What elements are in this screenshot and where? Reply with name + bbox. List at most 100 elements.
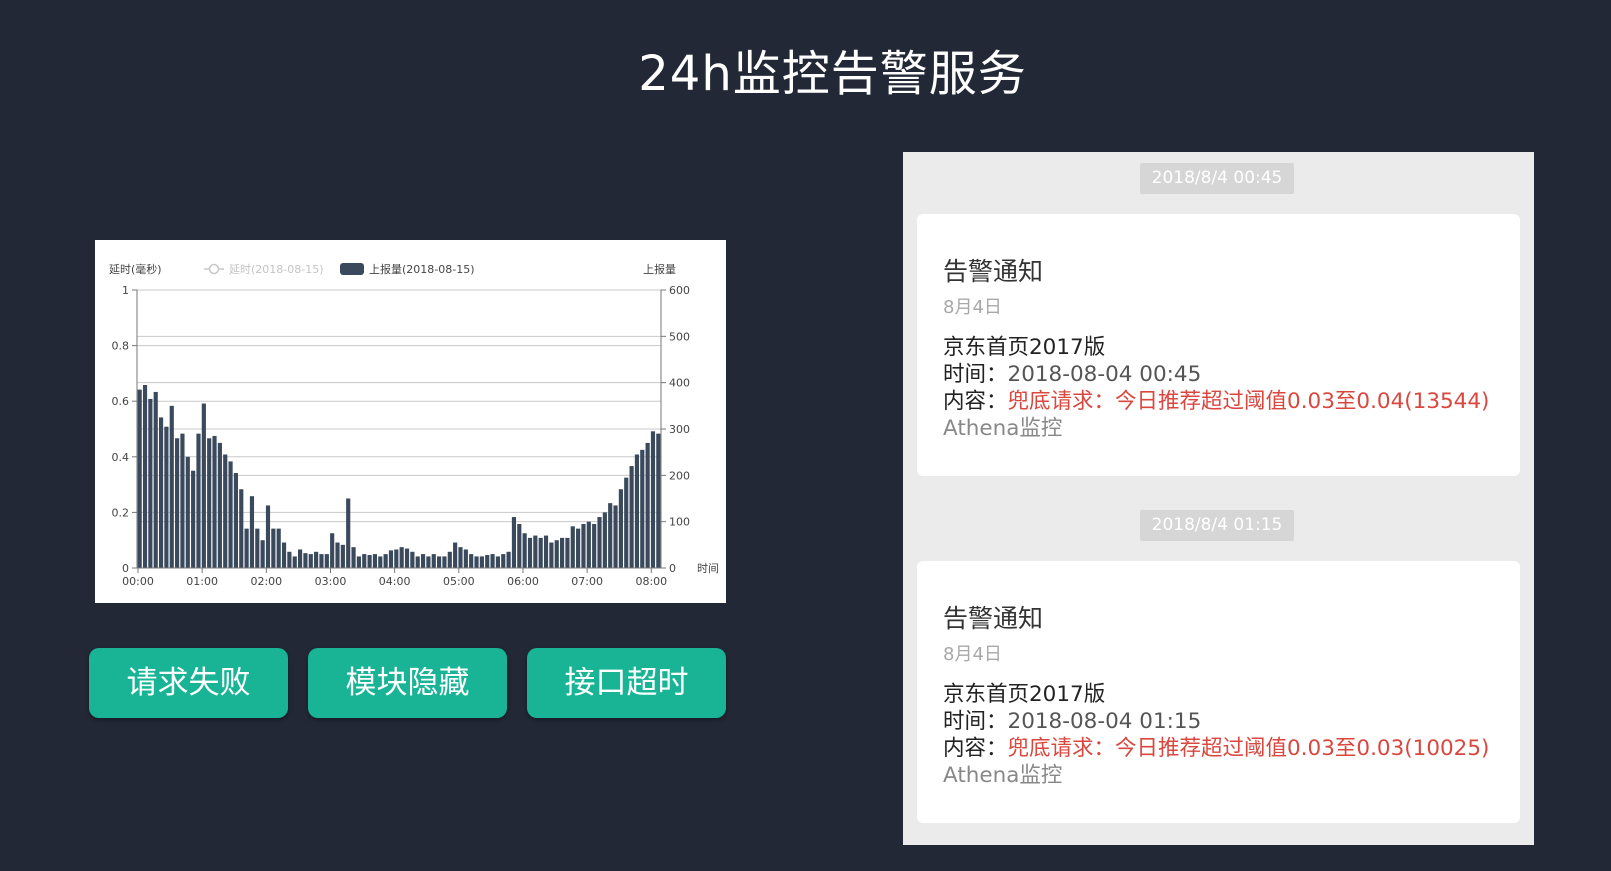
report-bar[interactable] [196,433,201,568]
report-bar[interactable] [142,384,148,568]
report-bar[interactable] [303,553,308,568]
report-bar[interactable] [260,540,265,568]
report-bar[interactable] [538,537,543,568]
report-bar[interactable] [442,556,447,568]
report-bar[interactable] [378,556,383,568]
report-bar[interactable] [297,549,303,568]
legend-reports[interactable]: 上报量(2018-08-15) [340,262,475,276]
report-bar[interactable] [618,489,623,568]
report-bar[interactable] [383,554,388,568]
alert-message-card[interactable]: 告警通知 8月4日 京东首页2017版 时间：2018-08-04 01:15 … [917,561,1520,823]
report-bar[interactable] [640,449,645,568]
report-bar[interactable] [255,528,260,568]
report-bar[interactable] [581,523,586,568]
report-bar[interactable] [394,549,399,568]
report-bar[interactable] [164,426,169,568]
report-bar[interactable] [276,528,281,568]
report-bar[interactable] [158,417,164,568]
report-bar[interactable] [201,403,206,568]
report-bar[interactable] [559,537,565,568]
report-bar[interactable] [592,523,597,568]
request-failed-button[interactable]: 请求失败 [89,648,288,718]
report-bar[interactable] [624,477,629,568]
report-bar[interactable] [346,498,351,569]
report-bar[interactable] [324,554,329,568]
report-bar[interactable] [239,489,244,568]
report-bar[interactable] [175,438,180,568]
report-bar[interactable] [549,542,554,568]
report-bar[interactable] [613,505,618,568]
report-bar[interactable] [453,542,458,568]
report-bar[interactable] [356,556,361,568]
report-bar[interactable] [469,554,474,568]
report-bar[interactable] [495,556,501,568]
report-bar[interactable] [191,470,196,568]
module-hidden-button[interactable]: 模块隐藏 [308,648,507,718]
report-bar[interactable] [228,461,233,568]
report-bar[interactable] [372,554,378,568]
report-bar[interactable] [351,547,356,568]
alert-message-card[interactable]: 告警通知 8月4日 京东首页2017版 时间：2018-08-04 00:45 … [917,214,1520,476]
report-bar[interactable] [335,542,340,568]
report-bar[interactable] [244,528,249,568]
report-bar[interactable] [399,547,404,568]
report-bar[interactable] [501,554,506,568]
report-bar[interactable] [576,528,581,568]
report-bar[interactable] [650,431,656,568]
legend-latency[interactable]: 延时(2018-08-15) [204,263,324,276]
report-bar[interactable] [420,554,426,568]
report-bar[interactable] [169,405,174,568]
report-bar[interactable] [362,554,367,568]
report-bar[interactable] [314,551,319,568]
report-bar[interactable] [404,548,410,568]
report-bar[interactable] [656,433,661,568]
report-bar[interactable] [292,556,297,568]
report-bar[interactable] [271,528,276,568]
report-bar[interactable] [458,547,463,568]
report-bar[interactable] [506,551,511,568]
interface-timeout-button[interactable]: 接口超时 [527,648,726,718]
report-bar[interactable] [410,551,415,568]
report-bar[interactable] [645,442,650,568]
report-bar[interactable] [217,442,222,568]
report-bar[interactable] [330,533,335,568]
report-bar[interactable] [522,533,527,568]
report-bar[interactable] [485,555,490,568]
report-bar[interactable] [533,535,538,568]
report-bar[interactable] [388,550,394,568]
report-bar[interactable] [517,523,522,568]
report-bar[interactable] [602,512,607,568]
report-bar[interactable] [153,391,158,568]
report-bar[interactable] [463,549,468,568]
report-bar[interactable] [431,554,436,568]
report-bar[interactable] [265,505,271,568]
report-bar[interactable] [565,537,570,568]
report-bar[interactable] [319,554,324,568]
report-bar[interactable] [586,521,591,568]
report-bar[interactable] [233,473,239,568]
report-bar[interactable] [137,389,142,568]
report-bar[interactable] [287,551,292,568]
report-bar[interactable] [281,542,287,568]
report-bar[interactable] [415,556,420,568]
report-bar[interactable] [629,466,634,568]
report-bar[interactable] [148,398,153,568]
report-bar[interactable] [479,556,484,568]
report-bar[interactable] [570,526,575,568]
report-bar[interactable] [308,554,313,568]
report-bar[interactable] [367,555,372,568]
report-bar[interactable] [185,456,190,568]
report-bar[interactable] [608,503,613,568]
report-bar[interactable] [634,454,640,568]
report-bar[interactable] [249,496,255,568]
report-bar[interactable] [527,537,533,568]
report-bar[interactable] [511,517,517,568]
report-bar[interactable] [474,556,479,568]
report-bar[interactable] [490,554,495,568]
report-bar[interactable] [180,433,185,568]
report-bar[interactable] [340,544,345,568]
report-bar[interactable] [207,438,212,568]
report-bar[interactable] [447,551,452,568]
report-bar[interactable] [223,454,228,568]
report-bar[interactable] [554,540,559,568]
